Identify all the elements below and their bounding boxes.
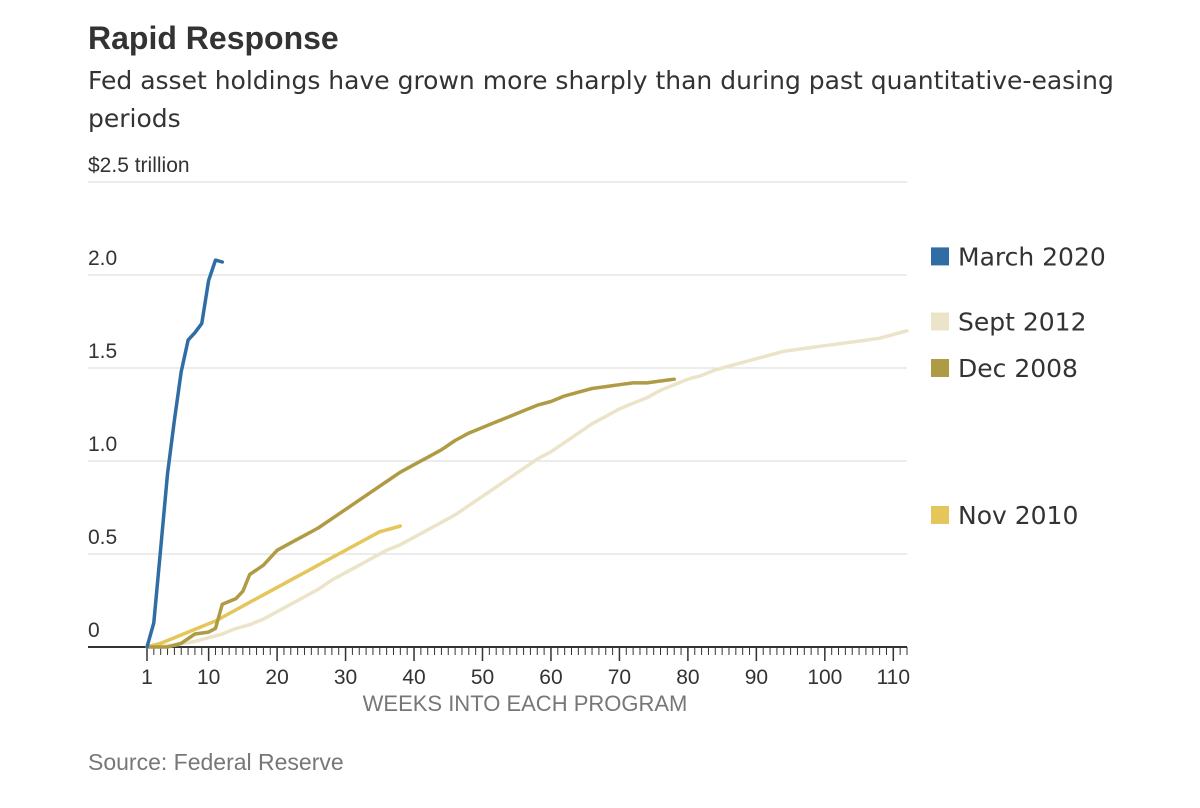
legend-swatch	[931, 247, 949, 266]
chart-subtitle: Fed asset holdings have grown more sharp…	[88, 66, 1114, 133]
legend-label: Sept 2012	[958, 308, 1087, 337]
x-tick-label: 80	[676, 666, 699, 689]
legend-label: March 2020	[958, 242, 1106, 271]
x-axis: 1 10 20 30 40 50 60 70 80 90 100 110	[88, 646, 910, 689]
source-note: Source: Federal Reserve	[88, 749, 344, 775]
x-tick-label: 10	[197, 666, 220, 689]
x-tick-label: 1	[141, 666, 153, 689]
x-tick-label: 60	[539, 666, 562, 689]
legend-swatch	[931, 312, 949, 331]
x-tick-label: 50	[471, 666, 494, 689]
y-tick-label: 0.5	[88, 526, 117, 549]
x-tick-label: 100	[807, 666, 842, 689]
grid-lines	[88, 181, 907, 555]
x-axis-label: WEEKS INTO EACH PROGRAM	[363, 691, 688, 716]
y-axis-labels: 0 0.5 1.0 1.5 2.0 $2.5 trillion	[88, 154, 190, 642]
x-tick-label: 20	[265, 666, 288, 689]
y-tick-label: $2.5 trillion	[88, 154, 190, 177]
series-line-0	[145, 258, 225, 649]
series-lines	[145, 258, 909, 649]
x-tick-label: 30	[334, 666, 357, 689]
x-tick-label: 90	[745, 666, 768, 689]
y-tick-label: 2.0	[88, 247, 117, 270]
y-tick-label: 1.5	[88, 340, 117, 363]
x-tick-label: 110	[877, 666, 910, 689]
series-line-1	[145, 329, 909, 649]
series-line-2	[145, 377, 676, 649]
chart-title: Rapid Response	[88, 20, 339, 56]
legend: March 2020 Sept 2012 Dec 2008 Nov 2010	[931, 242, 1106, 530]
y-tick-label: 0	[88, 619, 100, 642]
x-tick-label: 70	[608, 666, 631, 689]
y-tick-label: 1.0	[88, 433, 117, 456]
legend-swatch	[931, 505, 949, 524]
x-tick-label: 40	[402, 666, 425, 689]
series-line-3	[145, 524, 403, 649]
legend-swatch	[931, 359, 949, 377]
legend-label: Dec 2008	[958, 354, 1078, 383]
legend-label: Nov 2010	[958, 501, 1078, 530]
